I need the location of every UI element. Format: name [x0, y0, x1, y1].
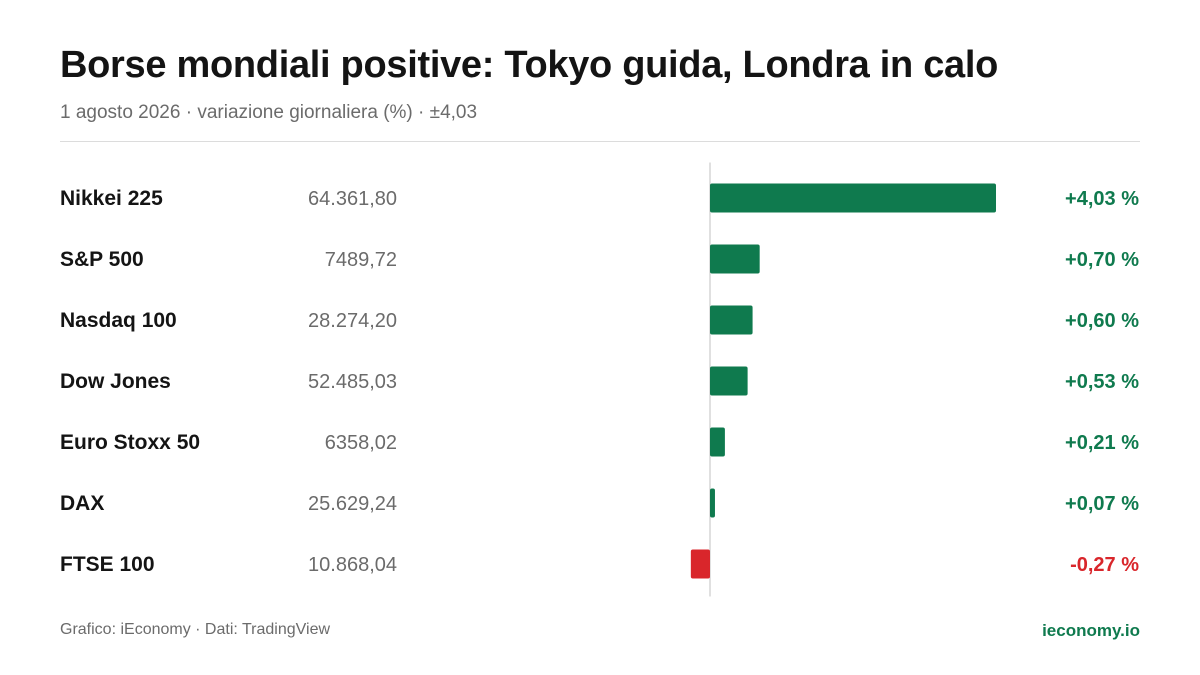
index-level-label: 6358,02 — [325, 432, 397, 454]
index-name-label: Dow Jones — [60, 370, 171, 393]
header-divider — [60, 141, 1140, 142]
index-level-label: 7489,72 — [325, 249, 397, 271]
index-level-label: 10.868,04 — [308, 554, 397, 576]
chart-title: Borse mondiali positive: Tokyo guida, Lo… — [60, 44, 999, 86]
change-value-label: +0,21 % — [1065, 432, 1139, 454]
change-value-label: +0,07 % — [1065, 493, 1139, 515]
chart-subtitle: 1 agosto 2026 · variazione giornaliera (… — [60, 102, 478, 123]
change-value-label: +0,60 % — [1065, 310, 1139, 332]
change-bar — [710, 366, 748, 396]
change-bar — [690, 549, 710, 579]
change-value-label: +0,70 % — [1065, 249, 1139, 271]
index-level-label: 64.361,80 — [308, 188, 397, 210]
change-bar — [710, 305, 753, 335]
index-name-label: Euro Stoxx 50 — [60, 431, 200, 454]
change-value-label: +0,53 % — [1065, 371, 1139, 393]
index-name-label: Nasdaq 100 — [60, 309, 177, 332]
index-level-label: 28.274,20 — [308, 310, 397, 332]
index-name-label: Nikkei 225 — [60, 187, 163, 210]
change-bar — [710, 244, 760, 274]
change-bar — [710, 183, 996, 213]
change-value-label: -0,27 % — [1070, 554, 1139, 576]
change-bar — [710, 427, 725, 457]
index-name-label: FTSE 100 — [60, 553, 155, 576]
index-name-label: S&P 500 — [60, 248, 144, 271]
index-level-label: 25.629,24 — [308, 493, 397, 515]
index-level-label: 52.485,03 — [308, 371, 397, 393]
footer-brand: ieconomy.io — [1042, 621, 1140, 640]
change-value-label: +4,03 % — [1065, 188, 1139, 210]
change-bar — [710, 488, 715, 518]
index-name-label: DAX — [60, 492, 104, 515]
footer-source: Grafico: iEconomy · Dati: TradingView — [60, 621, 331, 638]
